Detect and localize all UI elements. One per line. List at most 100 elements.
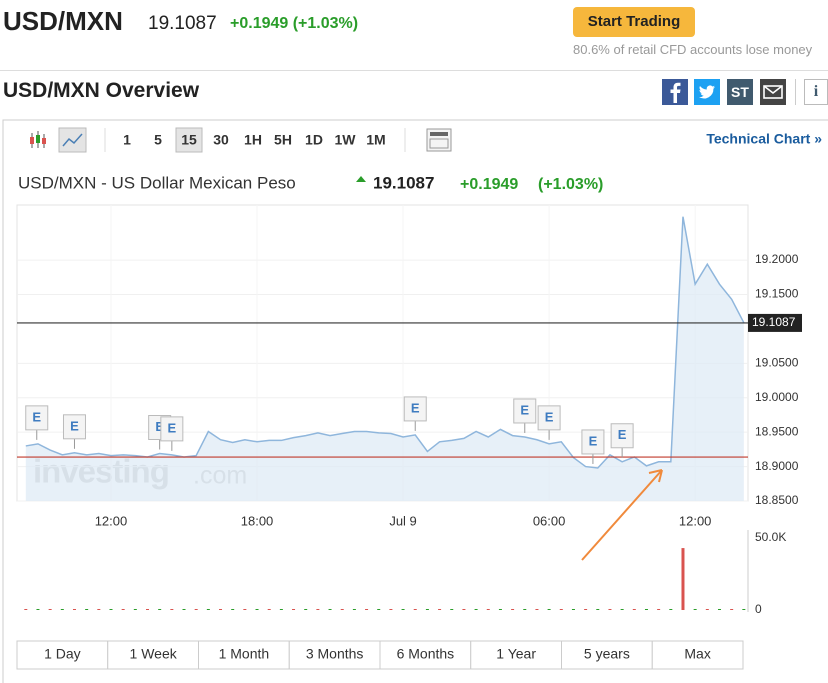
timeframe-button[interactable]: 30 [213,132,229,148]
volume-bar [48,609,52,610]
volume-bar [206,609,210,610]
event-label: E [168,420,177,435]
y-tick-label: 18.8500 [755,493,799,507]
volume-bar [644,609,648,610]
volume-bar [413,609,417,610]
volume-bar [243,609,247,610]
disclaimer: 80.6% of retail CFD accounts lose money [573,42,813,57]
candles-icon[interactable] [30,131,46,148]
chart-name: USD/MXN - US Dollar Mexican Peso [18,173,296,192]
volume-bar [584,609,588,610]
range-button[interactable] [107,640,199,670]
y-tick-label: 19.1500 [755,287,799,301]
y-tick-label: 19.0000 [755,390,799,404]
event-marker[interactable] [581,429,605,455]
timeframe-button[interactable]: 1H [244,132,262,148]
line-icon[interactable] [58,127,87,153]
event-marker[interactable] [25,405,49,431]
x-tick-label: 18:00 [241,513,274,528]
y-tick-label: 19.2000 [755,252,799,266]
timeframe-button[interactable]: 5H [274,132,292,148]
volume-bar [657,609,661,610]
volume-bar [194,609,198,610]
timeframe-button[interactable]: 1D [305,132,323,148]
timeframe-button[interactable]: 1W [335,132,357,148]
event-marker[interactable] [610,423,634,449]
range-button[interactable] [16,640,109,670]
volume-bar [705,609,709,610]
facebook-icon[interactable] [662,79,688,105]
event-marker[interactable] [62,414,86,440]
range-button[interactable] [651,640,744,670]
volume-bar [365,609,369,610]
volume-bar [681,548,685,610]
range-button[interactable] [561,640,653,670]
range-button[interactable] [379,640,472,670]
twitter-icon[interactable] [694,79,720,105]
event-label: E [411,400,420,415]
range-label: 6 Months [397,646,455,662]
event-marker[interactable] [537,405,561,431]
range-label: 1 Month [219,646,270,662]
x-tick-label: 12:00 [679,513,712,528]
event-label: E [70,418,79,433]
email-icon[interactable] [760,79,786,105]
stocktwits-icon[interactable]: ST [727,79,753,105]
volume-bar [401,609,405,610]
start-trading-button[interactable]: Start Trading [573,7,695,37]
calendar-icon[interactable] [426,128,452,152]
annotation-arrow [581,469,663,561]
y-tick-label: 18.9000 [755,459,799,473]
volume-tick-label: 50.0K [755,530,786,544]
range-label: 1 Week [130,646,178,662]
volume-bar [511,609,515,610]
volume-bar [669,609,673,610]
x-tick-label: 06:00 [533,513,566,528]
y-tick-label: 19.0500 [755,355,799,369]
chart-percent: (+1.03%) [538,176,603,193]
event-marker[interactable] [160,416,184,442]
separator [795,79,796,105]
volume-bar [620,609,624,610]
range-label: 1 Year [496,646,536,662]
timeframe-button[interactable]: 15 [181,132,197,148]
up-arrow [356,176,366,182]
volume-bar [438,609,442,610]
volume-bar [486,609,490,610]
x-tick-label: Jul 9 [389,513,416,528]
volume-tick-label: 0 [755,602,762,616]
volume-bar [328,609,332,610]
range-button[interactable] [198,640,290,670]
volume-bar [474,609,478,610]
area [25,216,744,501]
timeframe-button[interactable]: 5 [154,132,162,148]
volume-bar [632,609,636,610]
volume-bar [133,609,137,610]
chart-price: 19.1087 [373,173,434,192]
last-price-box [748,313,802,332]
volume-bar [693,609,697,610]
range-label: 1 Day [44,646,81,662]
range-button[interactable] [288,640,381,670]
volume-bar [219,609,223,610]
volume-bar [304,609,308,610]
event-marker[interactable] [403,396,427,422]
timeframe-button[interactable]: 1M [366,132,385,148]
technical-chart-link[interactable]: Technical Chart » [706,131,822,147]
volume-bar [24,609,28,610]
timeframe-button[interactable]: 1 [123,132,131,148]
volume-bar [547,609,551,610]
price: 19.1087 [148,13,217,34]
chart-change: +0.1949 [460,176,518,193]
volume-bar [292,609,296,610]
volume-bar [377,609,381,610]
volume-bar [36,609,40,610]
volume-bar [231,609,235,610]
volume-bar [742,609,746,610]
change: +0.1949 (+1.03%) [230,15,359,32]
volume-bar [559,609,563,610]
volume-bar [158,609,162,610]
event-marker[interactable] [513,398,537,424]
widget-frame [2,119,828,683]
